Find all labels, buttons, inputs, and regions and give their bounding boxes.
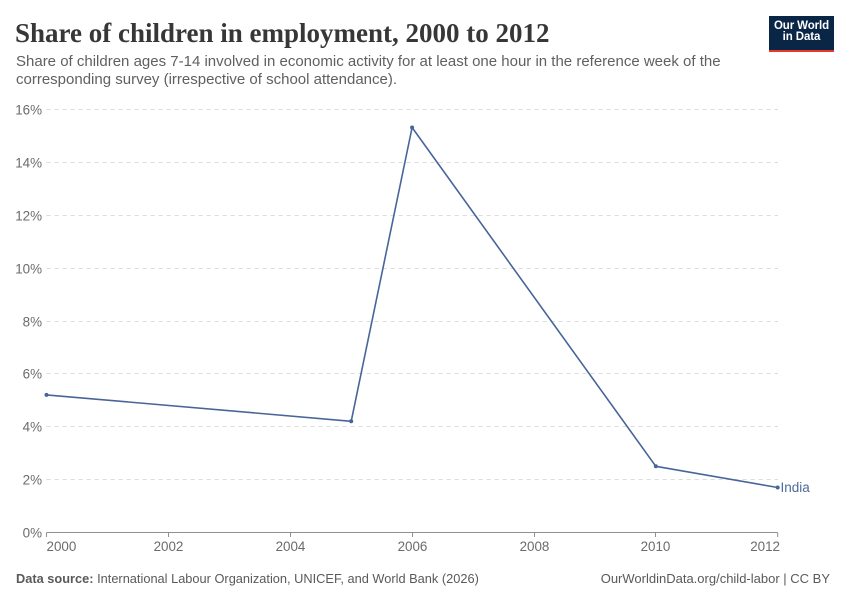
svg-text:2000: 2000	[47, 539, 77, 554]
svg-text:2012: 2012	[750, 539, 780, 554]
svg-text:14%: 14%	[15, 155, 42, 170]
svg-text:2002: 2002	[154, 539, 184, 554]
svg-text:16%: 16%	[15, 102, 42, 117]
svg-text:India: India	[781, 480, 811, 495]
svg-text:2008: 2008	[520, 539, 550, 554]
svg-text:0%: 0%	[23, 525, 42, 540]
svg-text:10%: 10%	[15, 261, 42, 276]
svg-text:2%: 2%	[23, 472, 42, 487]
svg-text:12%: 12%	[15, 208, 42, 223]
svg-text:4%: 4%	[23, 419, 42, 434]
svg-text:8%: 8%	[23, 314, 42, 329]
svg-text:2004: 2004	[276, 539, 306, 554]
svg-text:6%: 6%	[23, 366, 42, 381]
svg-text:2006: 2006	[398, 539, 428, 554]
svg-text:2010: 2010	[641, 539, 671, 554]
